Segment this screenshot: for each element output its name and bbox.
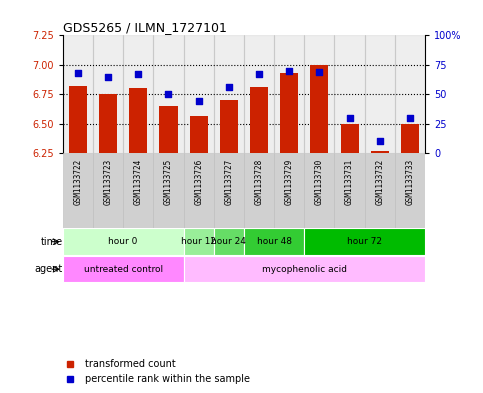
Bar <box>154 153 184 228</box>
Bar <box>63 153 93 228</box>
Bar <box>365 153 395 228</box>
Bar <box>93 153 123 228</box>
Text: GSM1133723: GSM1133723 <box>103 158 113 205</box>
Bar <box>213 153 244 228</box>
Bar <box>213 228 244 255</box>
Point <box>195 98 202 105</box>
Bar <box>274 35 304 153</box>
Bar <box>244 153 274 228</box>
Bar <box>244 228 304 255</box>
Bar <box>63 256 184 283</box>
Bar <box>311 65 328 153</box>
Text: hour 12: hour 12 <box>181 237 216 246</box>
Bar <box>159 106 178 153</box>
Bar <box>184 35 213 153</box>
Bar <box>334 153 365 228</box>
Bar <box>123 153 154 228</box>
Text: GSM1133732: GSM1133732 <box>375 158 384 205</box>
Bar <box>274 153 304 228</box>
Bar <box>184 153 213 228</box>
Point <box>74 70 82 76</box>
Bar <box>304 153 334 228</box>
Point <box>285 68 293 74</box>
Bar <box>334 35 365 153</box>
Text: GSM1133733: GSM1133733 <box>405 158 414 205</box>
Bar <box>93 35 123 153</box>
Bar <box>304 35 334 153</box>
Bar <box>395 35 425 153</box>
Text: percentile rank within the sample: percentile rank within the sample <box>85 374 250 384</box>
Bar <box>371 151 389 153</box>
Bar <box>280 73 298 153</box>
Bar <box>365 35 395 153</box>
Bar <box>244 35 274 153</box>
Bar <box>99 94 117 153</box>
Text: GSM1133728: GSM1133728 <box>255 158 264 205</box>
Bar <box>129 88 147 153</box>
Point <box>104 73 112 80</box>
Bar <box>220 100 238 153</box>
Text: mycophenolic acid: mycophenolic acid <box>262 265 347 274</box>
Bar <box>154 35 184 153</box>
Text: time: time <box>41 237 63 247</box>
Point <box>225 84 233 90</box>
Point <box>165 91 172 97</box>
Text: hour 24: hour 24 <box>212 237 246 246</box>
Text: hour 48: hour 48 <box>256 237 292 246</box>
Bar <box>69 86 87 153</box>
Text: GSM1133724: GSM1133724 <box>134 158 143 205</box>
Text: GSM1133726: GSM1133726 <box>194 158 203 205</box>
Bar <box>395 153 425 228</box>
Text: untreated control: untreated control <box>84 265 163 274</box>
Bar <box>123 35 154 153</box>
Bar <box>341 124 358 153</box>
Point <box>406 115 414 121</box>
Text: GSM1133730: GSM1133730 <box>315 158 324 205</box>
Bar <box>250 87 268 153</box>
Bar <box>401 124 419 153</box>
Text: agent: agent <box>35 264 63 274</box>
Text: GSM1133725: GSM1133725 <box>164 158 173 205</box>
Bar <box>184 228 213 255</box>
Text: transformed count: transformed count <box>85 358 175 369</box>
Text: GSM1133722: GSM1133722 <box>73 158 83 205</box>
Bar <box>189 116 208 153</box>
Point <box>346 115 354 121</box>
Point <box>134 71 142 77</box>
Point <box>255 71 263 77</box>
Bar <box>213 35 244 153</box>
Bar <box>63 228 184 255</box>
Text: GSM1133731: GSM1133731 <box>345 158 354 205</box>
Text: GDS5265 / ILMN_1727101: GDS5265 / ILMN_1727101 <box>63 21 227 34</box>
Bar <box>63 35 93 153</box>
Bar <box>184 256 425 283</box>
Bar <box>304 228 425 255</box>
Text: GSM1133727: GSM1133727 <box>224 158 233 205</box>
Point <box>376 138 384 145</box>
Point <box>315 69 323 75</box>
Text: hour 0: hour 0 <box>109 237 138 246</box>
Text: hour 72: hour 72 <box>347 237 382 246</box>
Text: GSM1133729: GSM1133729 <box>284 158 294 205</box>
